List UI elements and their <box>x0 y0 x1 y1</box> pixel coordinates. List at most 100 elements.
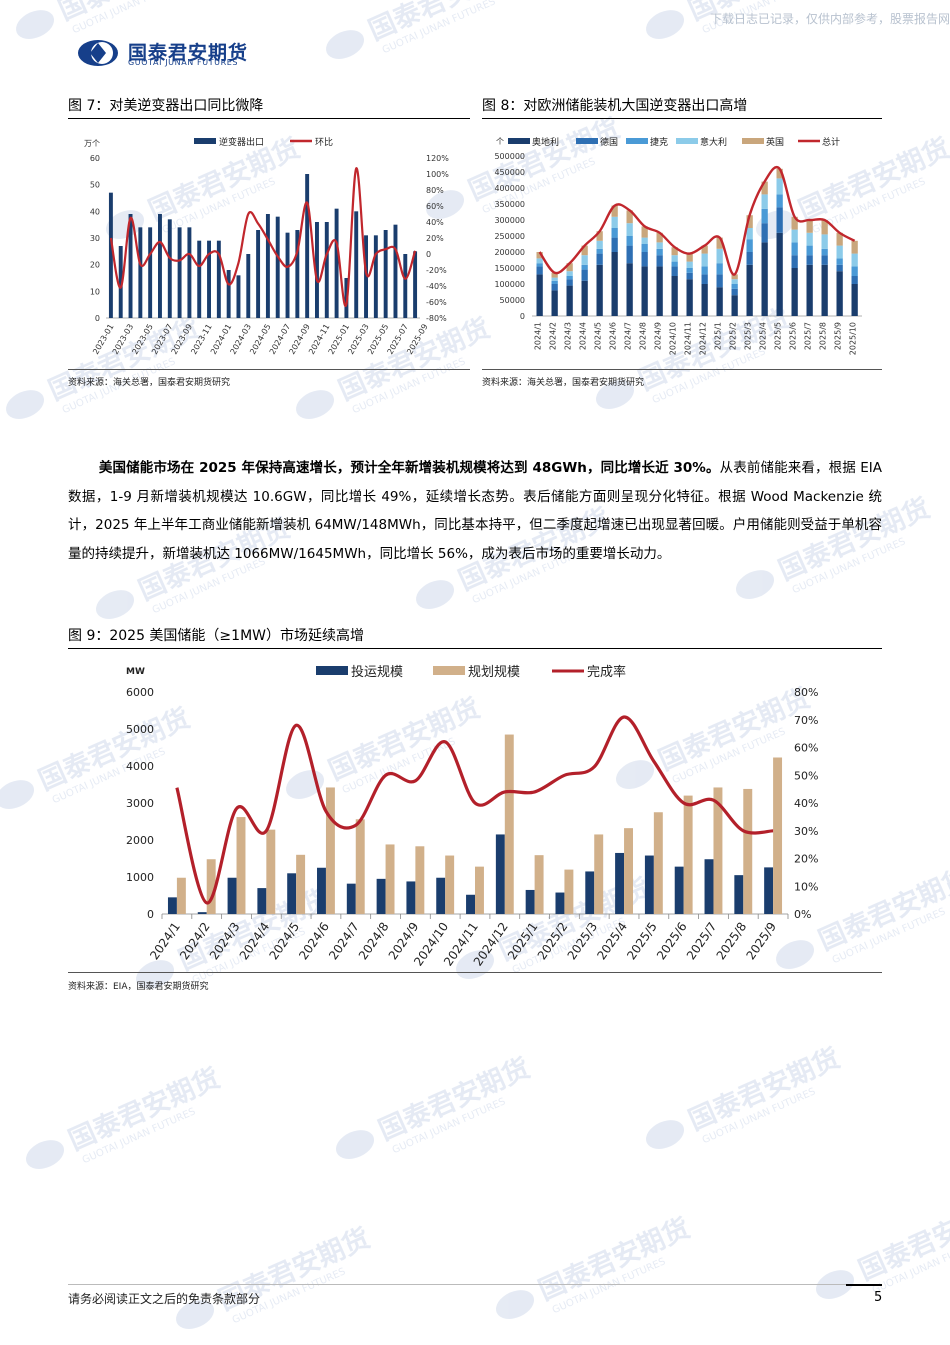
paragraph-body: 从表前储能来看，根据 EIA 数据，1-9 月新增装机规模达 10.6GW，同比… <box>68 460 883 562</box>
fig8-stacked-bar-segment <box>611 252 618 316</box>
fig7-bar <box>187 227 192 318</box>
fig9-right-tick-label: 70% <box>794 714 818 727</box>
fig9-left-tick-label: 4000 <box>126 760 154 773</box>
fig8-stacked-bar-segment <box>821 220 828 235</box>
fig8-stacked-bar-segment <box>806 264 813 316</box>
fig8-stacked-bar-segment <box>761 181 768 195</box>
download-disclaimer: 下载日志已记录，仅供内部参考，股票报告网 <box>709 12 950 26</box>
fig9-x-tick-label: 2025/5 <box>624 920 660 963</box>
fig9-bar-operating <box>495 834 505 914</box>
watermark-text-en: GUOTAI JUNAN FUTURES <box>701 1086 817 1146</box>
fig7-bottom-rule <box>68 369 470 370</box>
fig9-bar-operating <box>436 877 446 914</box>
fig8-unit-label: 个 <box>496 137 504 146</box>
fig8-stacked-bar-segment <box>746 264 753 316</box>
fig8-stacked-bar-segment <box>821 248 828 256</box>
fig8-x-tick-label: 2024/5 <box>593 322 602 350</box>
fig7-right-tick-label: 120% <box>426 154 449 163</box>
fig8-y-tick-label: 150000 <box>494 264 525 273</box>
fig8-x-tick-label: 2025/1 <box>713 322 722 350</box>
fig8-stacked-bar-segment <box>716 287 723 316</box>
fig8-stacked-bar-segment <box>671 276 678 316</box>
fig7-legend-swatch-exports <box>194 138 216 144</box>
fig8-legend-swatch <box>576 138 598 144</box>
fig8-stacked-bar-segment <box>701 253 708 267</box>
fig8-x-tick-label: 2025/6 <box>788 322 797 350</box>
fig8-stacked-bar-segment <box>581 269 588 281</box>
fig8-stacked-bar-segment <box>566 276 573 280</box>
fig9-bar-operating <box>376 878 386 914</box>
fig9-bar-planned <box>594 834 604 914</box>
fig8-legend-label: 捷克 <box>650 136 668 148</box>
fig8-legend-swatch <box>508 138 530 144</box>
fig7-bar <box>364 235 368 318</box>
fig9-bar-operating <box>167 897 177 914</box>
company-name-cn: 国泰君安期货 <box>128 42 249 64</box>
watermark-logo <box>5 390 45 419</box>
fig8-x-tick-label: 2025/7 <box>803 322 812 350</box>
fig8-stacked-bar-segment <box>716 248 723 264</box>
fig8-stacked-bar-segment <box>776 168 783 179</box>
fig9-x-tick-label: 2025/3 <box>565 920 601 963</box>
fig8-stacked-bar-segment <box>551 272 558 278</box>
fig7-right-tick-label: -40% <box>426 282 447 291</box>
fig7-left-tick-label: 30 <box>90 234 100 243</box>
fig8-x-tick-label: 2024/9 <box>653 322 662 350</box>
footer-page-mark <box>846 1284 882 1286</box>
fig8-legend-swatch <box>742 138 764 144</box>
fig8-stacked-bar-segment <box>851 266 858 276</box>
fig9-bar-operating <box>466 894 475 914</box>
fig8-stacked-bar-segment <box>821 264 828 316</box>
fig9-bar-planned <box>445 855 455 914</box>
fig7-bar <box>108 192 113 318</box>
fig8-stacked-bar-segment <box>746 215 753 228</box>
fig9-legend-label: 规划规模 <box>468 665 520 680</box>
watermark-text-en: GUOTAI JUNAN FUTURES <box>71 0 187 36</box>
fig7-bar <box>167 219 172 318</box>
fig8-stacked-bar-segment <box>686 268 693 273</box>
fig8-top-rule <box>482 118 882 119</box>
fig8-stacked-bar-segment <box>656 266 663 316</box>
fig9-left-tick-label: 0 <box>147 908 154 921</box>
fig7-left-tick-label: 20 <box>90 261 100 270</box>
company-name-en: GUOTAI JUNAN FUTURES <box>128 58 239 67</box>
fig9-x-tick-label: 2025/9 <box>743 920 779 963</box>
fig7-bar <box>285 232 290 318</box>
fig9-bar-planned <box>415 846 425 914</box>
fig8-stacked-bar-segment <box>566 271 573 276</box>
fig7-left-tick-label: 40 <box>90 207 100 216</box>
watermark-text: 国泰君安期货 <box>364 0 525 47</box>
fig7-left-tick-label: 50 <box>90 181 100 190</box>
fig8-stacked-bar-segment <box>761 242 768 316</box>
fig9-bar-operating <box>644 855 654 914</box>
fig9-bar-operating <box>764 867 774 914</box>
fig8-stacked-bar-segment <box>641 226 648 238</box>
fig8-stacked-bar-segment <box>611 237 618 252</box>
watermark-text-en: GUOTAI JUNAN FUTURES <box>381 0 497 56</box>
fig9-bar-planned <box>355 819 365 914</box>
fig8-stacked-bar-segment <box>626 245 633 264</box>
fig8-stacked-bar-segment <box>686 279 693 316</box>
fig8-stacked-bar-segment <box>836 232 843 246</box>
fig9-right-tick-label: 0% <box>794 908 811 921</box>
fig9-bar-planned <box>624 828 633 914</box>
fig7-bar <box>158 214 162 318</box>
fig8-stacked-bar-segment <box>761 194 768 209</box>
fig9-bar-operating <box>555 892 565 914</box>
fig8-stacked-bar-segment <box>671 247 678 256</box>
fig9-x-tick-label: 2025/1 <box>505 920 541 963</box>
fig7-mom-line <box>109 167 417 308</box>
fig8-x-tick-label: 2024/8 <box>638 322 647 350</box>
fig7-bar <box>148 227 153 318</box>
fig8-y-tick-label: 400000 <box>494 184 525 193</box>
fig9-x-tick-label: 2025/2 <box>535 920 571 963</box>
fig7-bar <box>236 275 241 318</box>
fig8-stacked-bar-segment <box>851 240 858 254</box>
fig9-bar-planned <box>475 866 484 914</box>
fig8-stacked-bar-segment <box>536 274 543 316</box>
fig7-bar <box>177 227 182 318</box>
fig8-stacked-bar-segment <box>806 232 813 246</box>
fig8-legend-swatch <box>676 138 698 144</box>
fig7-bar <box>413 251 418 318</box>
